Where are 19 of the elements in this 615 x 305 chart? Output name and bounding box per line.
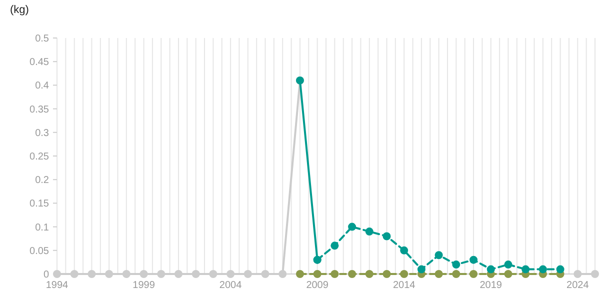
x-tick-label: 2009 [306, 280, 329, 291]
y-tick-label: 0.25 [30, 152, 50, 162]
y-tick-label: 0.2 [35, 175, 50, 186]
x-tick-label: 2024 [566, 280, 590, 291]
y-tick-label: 0.05 [30, 246, 50, 257]
x-tick-label: 2019 [480, 280, 502, 291]
y-tick-label: 0.5 [35, 34, 50, 44]
y-tick-label: 0 [43, 270, 50, 280]
y-tick-label: 0.4 [35, 80, 50, 92]
x-tick-label: 2004 [219, 280, 242, 291]
x-tick-label: 1999 [132, 280, 156, 291]
y-tick-label: 0.3 [35, 128, 50, 139]
y-tick-label: 0.35 [30, 104, 50, 116]
y-tick-label: 0.45 [30, 57, 50, 68]
y-tick-label: 0.1 [35, 222, 50, 234]
x-tick-label: 1994 [46, 280, 69, 291]
x-tick-label: 2014 [392, 280, 416, 291]
y-tick-label: 0.15 [30, 198, 50, 210]
y-axis-title: (kg) [10, 4, 29, 16]
